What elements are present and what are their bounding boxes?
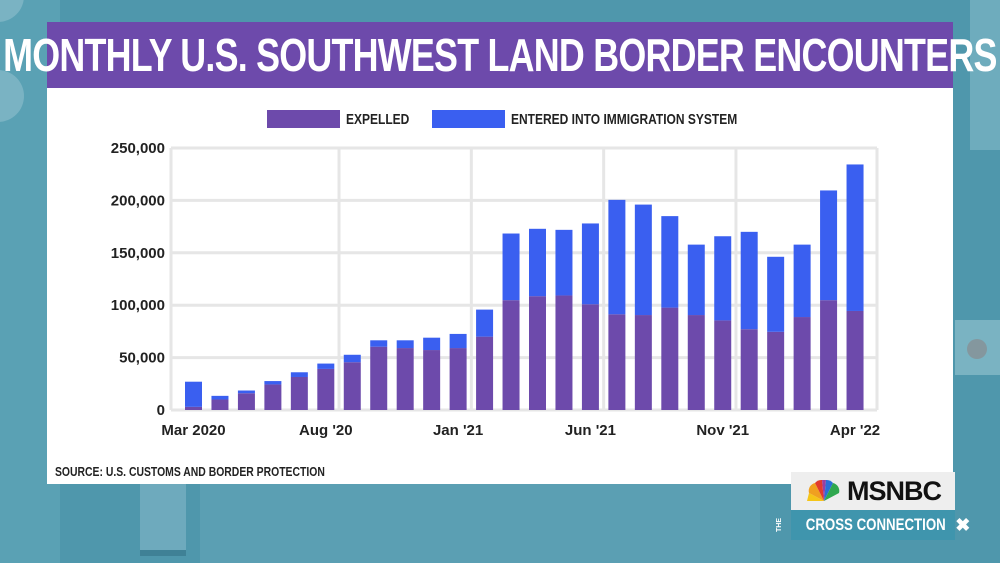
y-tick-label: 200,000 bbox=[111, 192, 165, 209]
bar-expelled bbox=[608, 314, 626, 410]
bar-entered bbox=[264, 381, 282, 385]
bar-entered bbox=[529, 228, 546, 297]
bar-expelled bbox=[290, 376, 308, 410]
y-tick-label: 100,000 bbox=[111, 297, 165, 314]
show-name: CROSS CONNECTION bbox=[805, 515, 946, 534]
network-name: MSNBC bbox=[847, 475, 942, 506]
bar-entered bbox=[714, 236, 732, 321]
bar-expelled bbox=[264, 384, 282, 410]
bar-expelled bbox=[555, 295, 573, 410]
bar-entered bbox=[820, 190, 838, 301]
bar-expelled bbox=[423, 350, 441, 410]
y-tick-label: 150,000 bbox=[111, 245, 165, 262]
legend-swatch-entered bbox=[432, 110, 505, 128]
bar-expelled bbox=[529, 296, 546, 410]
x-tick-label: Aug '20 bbox=[299, 422, 353, 439]
bar-entered bbox=[502, 233, 520, 301]
peacock-icon bbox=[807, 479, 840, 501]
bar-expelled bbox=[846, 310, 864, 410]
legend: EXPELLED ENTERED INTO IMMIGRATION SYSTEM bbox=[267, 110, 794, 128]
background-panel bbox=[140, 480, 186, 556]
bar-expelled bbox=[370, 346, 388, 410]
bar-expelled bbox=[687, 315, 705, 410]
bar-entered bbox=[211, 395, 229, 400]
bar-entered bbox=[237, 390, 255, 394]
legend-item-expelled: EXPELLED bbox=[267, 110, 432, 128]
bar-entered bbox=[608, 199, 626, 315]
background-panel bbox=[970, 0, 1000, 150]
bar-entered bbox=[687, 244, 705, 316]
bar-expelled bbox=[317, 368, 335, 410]
bar-entered bbox=[767, 256, 785, 332]
legend-swatch-expelled bbox=[267, 110, 340, 128]
y-tick-label: 0 bbox=[157, 402, 165, 419]
msnbc-logo: MSNBC bbox=[791, 472, 955, 510]
bar-entered bbox=[661, 216, 679, 308]
bar-entered bbox=[449, 333, 467, 349]
bar-entered bbox=[740, 231, 758, 330]
bar-entered bbox=[581, 223, 599, 305]
bar-chart: 0 50,000 100,000 150,000 200,000 250,000 Mar 2… bbox=[111, 140, 880, 439]
bar-entered bbox=[343, 354, 361, 363]
bar-entered bbox=[370, 340, 388, 347]
bar-expelled bbox=[767, 331, 785, 410]
x-tick-label: Jun '21 bbox=[565, 422, 616, 439]
bar-expelled bbox=[634, 315, 652, 410]
network-logo: MSNBC THE CROSS CONNECTION ✖ bbox=[776, 472, 970, 540]
show-x-icon: ✖ bbox=[955, 514, 971, 535]
x-tick-label: Nov '21 bbox=[696, 422, 749, 439]
legend-label-entered: ENTERED INTO IMMIGRATION SYSTEM bbox=[511, 110, 738, 128]
bar-entered bbox=[396, 340, 414, 349]
bar-expelled bbox=[211, 399, 229, 410]
bar-expelled bbox=[396, 348, 414, 410]
bar-expelled bbox=[740, 329, 758, 410]
x-tick-label: Apr '22 bbox=[830, 422, 880, 439]
bar-entered bbox=[317, 363, 335, 369]
background-panel bbox=[200, 480, 760, 563]
background-circle bbox=[967, 339, 987, 359]
bar-entered bbox=[185, 381, 202, 407]
bar-expelled bbox=[237, 393, 255, 410]
title-bar: MONTHLY U.S. SOUTHWEST LAND BORDER ENCOU… bbox=[3, 22, 998, 88]
bar-expelled bbox=[343, 362, 361, 410]
y-tick-label: 50,000 bbox=[119, 350, 165, 367]
x-tick-label: Jan '21 bbox=[433, 422, 483, 439]
chart-card: MONTHLY U.S. SOUTHWEST LAND BORDER ENCOU… bbox=[3, 22, 998, 484]
bar-expelled bbox=[502, 300, 520, 410]
legend-label-expelled: EXPELLED bbox=[346, 110, 410, 128]
bar-expelled bbox=[793, 317, 811, 410]
bar-expelled bbox=[581, 304, 599, 410]
bar-expelled bbox=[661, 307, 679, 410]
y-tick-label: 250,000 bbox=[111, 140, 165, 157]
bar-expelled bbox=[476, 336, 494, 410]
bar-expelled bbox=[820, 300, 838, 410]
show-logo: THE CROSS CONNECTION ✖ bbox=[776, 510, 970, 540]
bar-entered bbox=[476, 309, 494, 337]
bar-entered bbox=[555, 229, 573, 296]
bar-entered bbox=[634, 204, 652, 316]
bar-entered bbox=[423, 337, 441, 351]
bar-expelled bbox=[449, 348, 467, 410]
bar-entered bbox=[846, 164, 864, 311]
bar-entered bbox=[290, 372, 308, 377]
source-note: SOURCE: U.S. CUSTOMS AND BORDER PROTECTI… bbox=[55, 464, 325, 479]
bar-expelled bbox=[185, 406, 202, 410]
chart-title: MONTHLY U.S. SOUTHWEST LAND BORDER ENCOU… bbox=[3, 29, 997, 81]
x-tick-label: Mar 2020 bbox=[161, 422, 225, 439]
bar-entered bbox=[793, 244, 811, 318]
bar-expelled bbox=[714, 320, 732, 410]
show-prefix: THE bbox=[775, 518, 783, 532]
legend-item-entered: ENTERED INTO IMMIGRATION SYSTEM bbox=[432, 110, 794, 128]
